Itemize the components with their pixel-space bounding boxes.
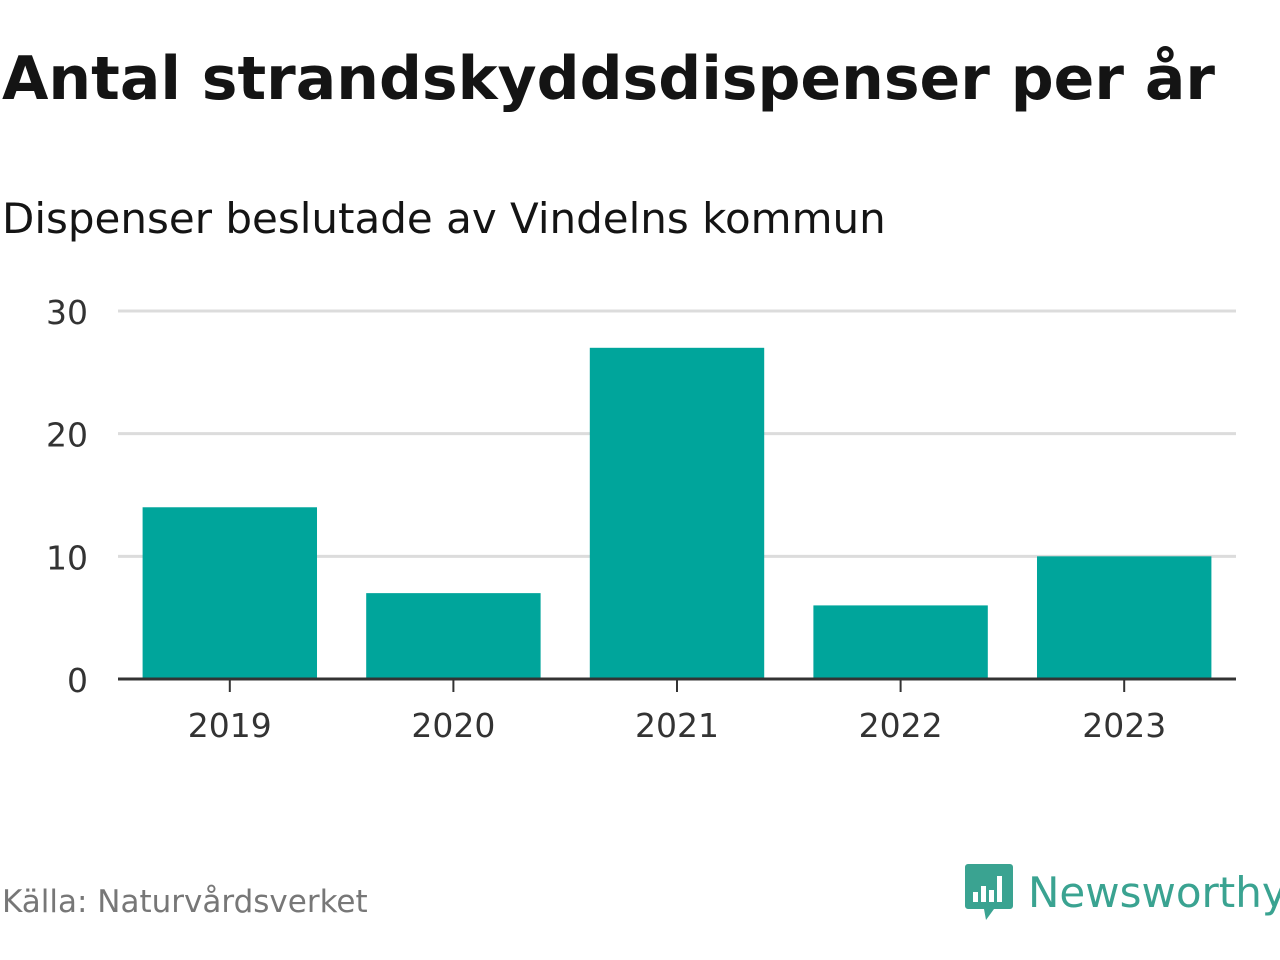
x-tick-label: 2021 [635, 706, 719, 745]
bar-2020 [366, 593, 541, 679]
y-tick-label: 20 [46, 416, 88, 455]
y-tick-label: 10 [46, 538, 88, 577]
bar-2023 [1036, 556, 1212, 679]
x-tick-label: 2019 [188, 706, 272, 745]
x-tick-label: 2022 [859, 706, 943, 745]
source-note: Källa: Naturvårdsverket [2, 884, 368, 920]
bar-2022 [813, 605, 988, 679]
brand-name: Newsworthy [1028, 867, 1280, 917]
bar-2019 [142, 507, 318, 679]
x-axis [118, 677, 1236, 692]
x-tick-label: 2020 [411, 706, 495, 745]
x-tick-labels: 2019 2020 2021 2022 2023 [188, 706, 1166, 745]
chart-title: Antal strandskyddsdispenser per år [2, 44, 1215, 114]
y-tick-label: 0 [67, 661, 88, 700]
bars [142, 347, 1212, 679]
chart-subtitle: Dispenser beslutade av Vindelns kommun [2, 194, 886, 243]
brand-logo: Newsworthy [964, 862, 1280, 922]
x-tick-label: 2023 [1082, 706, 1166, 745]
y-tick-labels: 0 10 20 30 [46, 293, 88, 700]
bar-2021 [589, 347, 765, 679]
y-tick-label: 30 [46, 293, 88, 332]
newsworthy-logo-icon [965, 864, 1013, 920]
